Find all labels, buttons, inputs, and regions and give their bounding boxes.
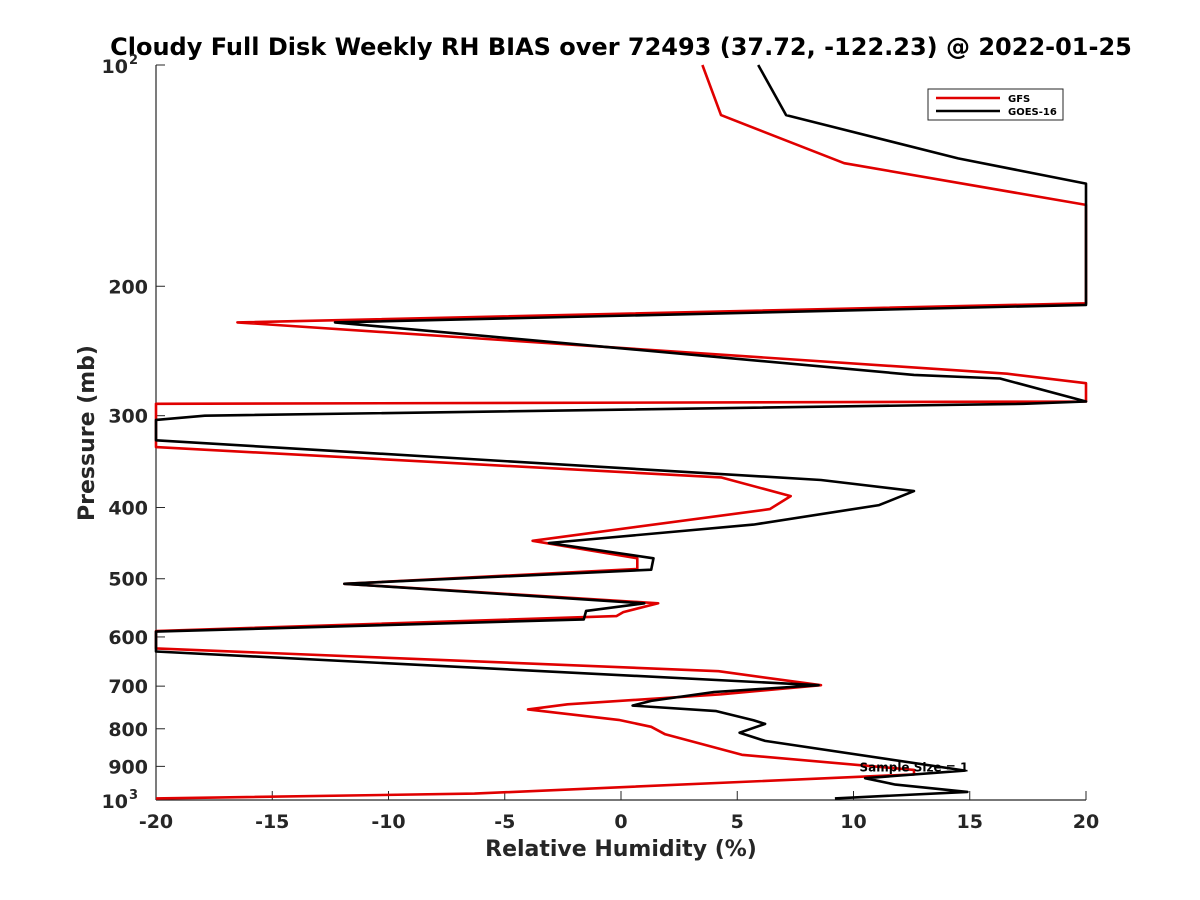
y-tick-label: 10 — [102, 56, 128, 78]
x-axis-label: Relative Humidity (%) — [485, 837, 757, 862]
x-tick-label: 20 — [1073, 811, 1099, 833]
y-tick-exponent: 2 — [129, 53, 138, 68]
x-tick-label: 15 — [957, 811, 983, 833]
y-tick-label: 800 — [108, 719, 148, 741]
legend: GFS GOES-16 — [927, 88, 1064, 121]
annotation-layer: Sample Size = 1 — [859, 760, 968, 774]
y-tick-label: 400 — [108, 498, 148, 520]
chart-title: Cloudy Full Disk Weekly RH BIAS over 724… — [110, 33, 1132, 61]
y-tick-label: 10 — [102, 791, 128, 813]
y-tick-label: 300 — [108, 406, 148, 428]
legend-box — [927, 88, 1064, 121]
x-tick-label: 0 — [614, 811, 627, 833]
legend-label-gfs: GFS — [1008, 94, 1030, 105]
x-tick-label: -15 — [255, 811, 289, 833]
y-tick-exponent: 3 — [129, 788, 138, 803]
series-line-goes-16 — [154, 64, 1088, 800]
x-tick-label: 10 — [840, 811, 866, 833]
sample-size-annotation: Sample Size = 1 — [859, 760, 968, 774]
x-axis: -20 -15 -10 -5 0 5 10 15 20 — [139, 791, 1099, 833]
y-axis-label: Pressure (mb) — [75, 345, 100, 521]
y-tick-label: 200 — [108, 276, 148, 298]
x-tick-label: -10 — [371, 811, 405, 833]
plot-area — [155, 65, 1086, 801]
x-tick-label: -5 — [494, 811, 515, 833]
legend-label-goes-16: GOES-16 — [1008, 107, 1057, 118]
series-line-gfs — [154, 64, 1088, 800]
y-tick-label: 600 — [108, 627, 148, 649]
series-layer — [154, 64, 1088, 800]
y-tick-label: 900 — [108, 756, 148, 778]
x-tick-label: 5 — [731, 811, 744, 833]
x-tick-label: -20 — [139, 811, 173, 833]
y-tick-label: 500 — [108, 569, 148, 591]
y-tick-label: 700 — [108, 676, 148, 698]
